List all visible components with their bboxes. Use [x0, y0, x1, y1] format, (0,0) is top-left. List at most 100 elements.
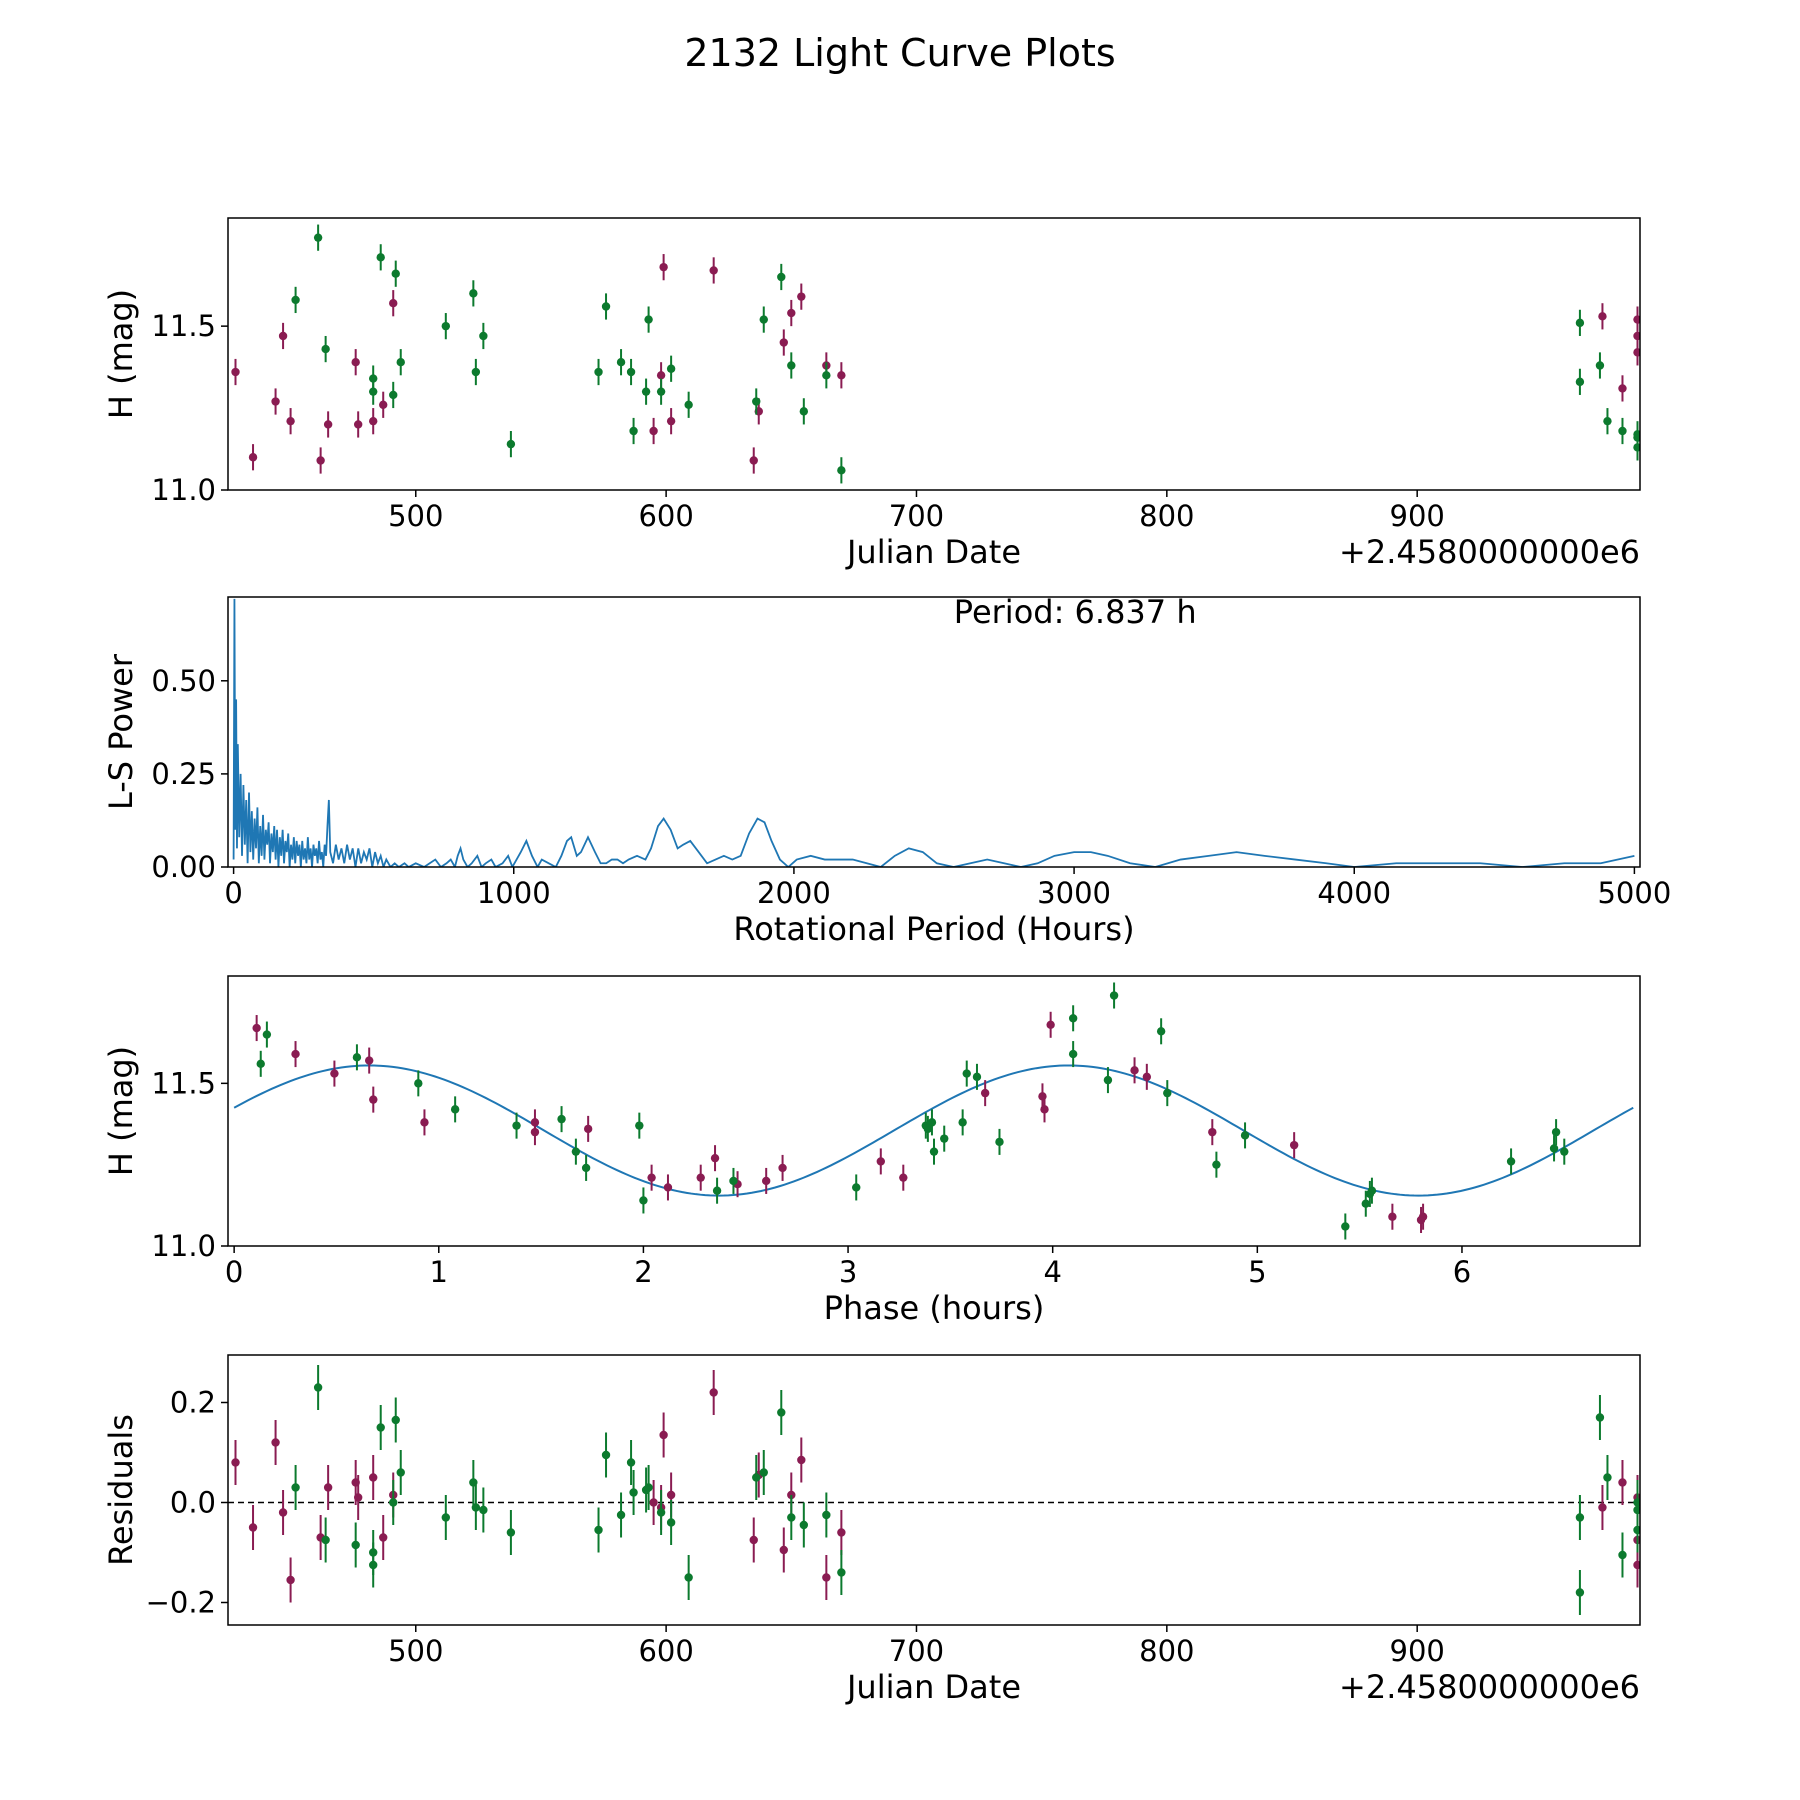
data-point-green [389, 390, 398, 400]
data-point-purple [1598, 1503, 1607, 1512]
y-tick-label: 0.25 [151, 757, 216, 791]
axes-frame-resid [227, 1354, 1641, 1626]
data-point-purple [231, 367, 240, 377]
data-point-green [506, 1528, 516, 1537]
data-point-green [635, 1121, 644, 1130]
x-tick-label: 800 [1139, 1634, 1194, 1668]
data-point-green [594, 1525, 603, 1535]
data-point-green [759, 1468, 768, 1477]
y-axis-label: Residuals [102, 1414, 140, 1566]
figure-title: 2132 Light Curve Plots [684, 31, 1115, 75]
plot-area-resid [228, 1365, 1640, 1615]
data-point-green [414, 1079, 423, 1088]
data-point-green [479, 1505, 488, 1515]
data-point-purple [709, 266, 718, 275]
data-point-purple [271, 397, 280, 406]
data-point-purple [656, 371, 666, 380]
data-point-purple [779, 1545, 788, 1555]
data-point-purple [252, 1023, 261, 1033]
data-point-green [441, 321, 451, 331]
data-point-purple [837, 1528, 846, 1537]
data-point-green [752, 1473, 761, 1482]
data-point-green [639, 1196, 648, 1205]
data-point-green [1633, 1525, 1640, 1535]
y-tick-label: 0.00 [151, 850, 216, 884]
data-point-green [450, 1105, 460, 1114]
data-point-purple [389, 299, 398, 308]
x-tick-label: 5 [1248, 1255, 1266, 1289]
data-point-purple [379, 1533, 388, 1542]
data-point-green [929, 1147, 939, 1156]
data-point-green [787, 1513, 796, 1522]
data-point-purple [369, 1473, 378, 1482]
data-point-green [479, 331, 488, 341]
y-axis-label: H (mag) [102, 1046, 140, 1176]
data-point-purple [420, 1118, 429, 1127]
data-point-green [1163, 1088, 1172, 1098]
plot-area-phase [233, 982, 1634, 1240]
data-point-green [469, 1478, 478, 1487]
data-point-purple [761, 1176, 771, 1186]
data-point-green [391, 1415, 400, 1425]
data-point-purple [291, 1049, 300, 1059]
periodogram-line [232, 598, 1635, 867]
data-point-purple [353, 420, 363, 429]
data-point-purple [278, 331, 288, 341]
data-point-green [1633, 443, 1640, 452]
data-point-green [684, 1573, 693, 1582]
data-point-purple [797, 1455, 806, 1465]
x-tick-label: 1000 [477, 876, 551, 910]
data-point-green [1109, 991, 1119, 1000]
data-point-green [581, 1163, 591, 1173]
data-point-green [1560, 1147, 1569, 1156]
data-point-green [940, 1134, 949, 1143]
x-tick-label: 3 [839, 1255, 857, 1289]
data-point-green [313, 233, 323, 242]
data-point-green [1618, 1550, 1627, 1560]
data-point-green [666, 1518, 676, 1527]
data-point-purple [1633, 331, 1640, 341]
data-point-purple [1142, 1072, 1152, 1082]
data-point-green [601, 1450, 611, 1460]
data-point-green [1618, 426, 1627, 436]
data-point-purple [379, 400, 388, 409]
x-axis-offset-label: +2.4580000000e6 [1339, 533, 1640, 571]
data-point-green [927, 1118, 937, 1127]
data-point-purple [787, 308, 796, 318]
y-tick-label: 0.50 [151, 664, 216, 698]
x-tick-label: 0 [225, 1255, 243, 1289]
data-point-green [369, 387, 378, 396]
data-point-purple [1633, 348, 1640, 357]
data-point-purple [278, 1508, 288, 1517]
data-point-green [1156, 1027, 1166, 1036]
x-axis-label: Phase (hours) [824, 1289, 1045, 1327]
data-point-purple [248, 1523, 258, 1532]
data-point-green [837, 466, 846, 475]
data-point-purple [271, 1438, 280, 1447]
data-point-green [512, 1121, 521, 1130]
data-point-green [1361, 1199, 1370, 1208]
data-point-purple [1618, 1478, 1627, 1487]
data-point-green [471, 367, 481, 377]
data-point-purple [330, 1069, 339, 1078]
data-point-purple [248, 453, 258, 462]
data-point-green [837, 1568, 846, 1577]
data-point-green [351, 1540, 360, 1550]
data-point-green [641, 387, 651, 396]
data-point-green [656, 1508, 666, 1517]
data-point-purple [837, 371, 846, 380]
data-point-green [469, 289, 478, 298]
x-tick-label: 500 [388, 1634, 443, 1668]
data-point-green [1575, 377, 1585, 387]
data-point-purple [778, 1163, 787, 1173]
data-point-green [666, 364, 676, 373]
data-point-green [1240, 1131, 1250, 1140]
x-tick-label: 5000 [1597, 876, 1671, 910]
x-tick-label: 800 [1139, 499, 1194, 533]
data-point-green [506, 439, 516, 449]
data-point-green [291, 1483, 300, 1492]
plot-area-ls [232, 598, 1635, 867]
data-point-green [1068, 1014, 1078, 1023]
data-point-purple [710, 1153, 720, 1163]
data-point-purple [822, 1573, 831, 1582]
